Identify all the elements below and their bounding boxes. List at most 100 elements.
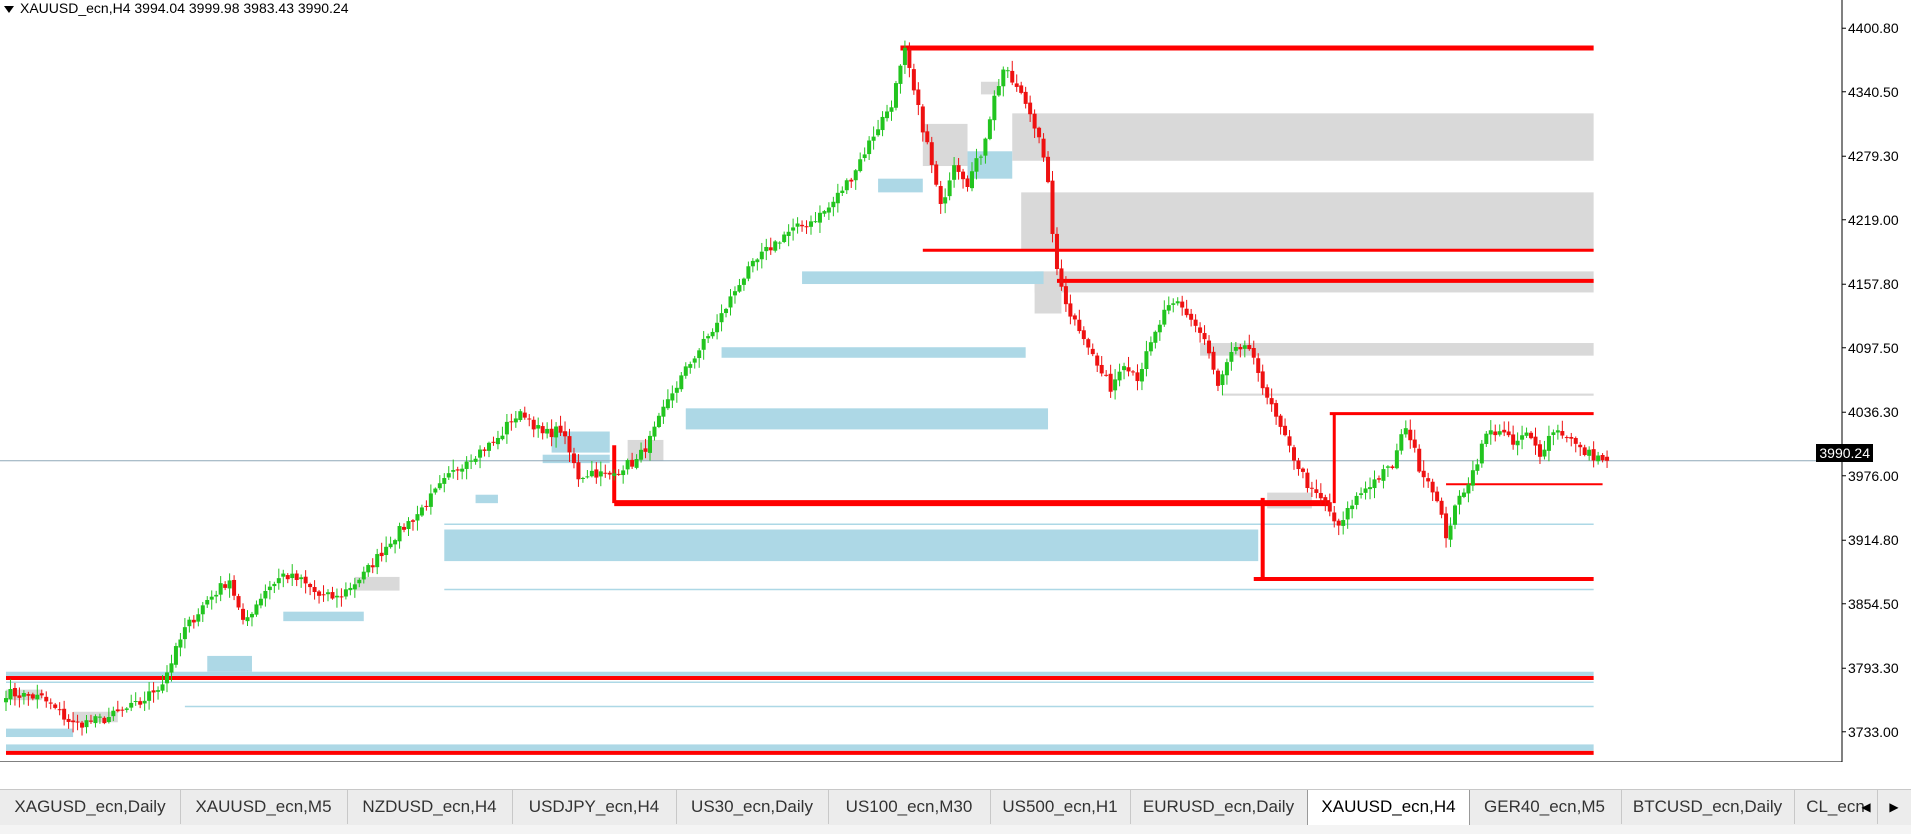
chart-tab[interactable]: EURUSD_ecn,Daily — [1130, 790, 1308, 824]
candle-body — [1099, 364, 1104, 374]
candle — [1439, 497, 1444, 519]
candle — [446, 466, 451, 481]
triangle-left-icon[interactable]: ◀ — [1861, 800, 1871, 814]
candle-body — [522, 412, 527, 418]
candle — [370, 558, 375, 574]
candle-body — [674, 387, 679, 393]
candle-body — [165, 672, 169, 684]
candle — [1520, 425, 1525, 450]
candle-body — [129, 702, 134, 708]
candle — [1368, 477, 1373, 500]
candle — [750, 258, 755, 273]
candle-body — [1399, 434, 1404, 451]
candle — [791, 218, 796, 241]
candle-body — [1515, 440, 1520, 446]
candle-body — [182, 627, 187, 640]
chart-tab[interactable]: NZDUSD_ecn,H4 — [347, 790, 513, 824]
candle-body — [911, 69, 916, 91]
candle — [44, 691, 49, 708]
candle — [1426, 472, 1431, 488]
supply-zone — [1222, 393, 1594, 396]
candle-body — [1488, 430, 1493, 435]
candle-body — [406, 521, 411, 529]
candle — [1193, 314, 1198, 333]
chart-tab[interactable]: US100_ecn,M30 — [828, 790, 991, 824]
candle-body — [124, 708, 129, 710]
chart-tab[interactable]: GER40_ecn,M5 — [1468, 790, 1622, 824]
candle — [1189, 308, 1194, 327]
candle — [1059, 259, 1064, 291]
candle — [616, 469, 621, 476]
candle-body — [30, 694, 35, 699]
candle-body — [1314, 489, 1319, 493]
candle-body — [1555, 430, 1560, 433]
candle — [1001, 66, 1006, 97]
candle — [867, 136, 872, 161]
dropdown-triangle-icon[interactable] — [4, 5, 14, 13]
candle — [366, 563, 371, 577]
candle-body — [576, 462, 581, 480]
candle-body — [1189, 313, 1194, 320]
candle-body — [826, 207, 831, 213]
candle-body — [1126, 367, 1131, 372]
candle — [621, 465, 626, 484]
candle — [1524, 427, 1529, 438]
candle-body — [1122, 366, 1127, 371]
candle — [835, 183, 840, 213]
candle — [1385, 465, 1390, 477]
candle — [491, 436, 496, 446]
candle — [1175, 297, 1180, 306]
candle — [1086, 337, 1091, 355]
chart-tab[interactable]: XAUUSD_ecn,M5 — [180, 790, 348, 824]
candle-body — [1153, 331, 1158, 343]
candle-body — [88, 720, 93, 722]
candle-body — [348, 587, 353, 591]
y-tick-label: 4279.30 — [1848, 148, 1899, 164]
candle — [428, 484, 433, 515]
chart-tab[interactable]: CL_ecn — [1794, 790, 1878, 824]
candle — [308, 582, 313, 596]
price-chart[interactable]: 4400.80 4340.50 4279.30 4219.00 4157.80 4097.… — [0, 0, 1911, 762]
candle — [106, 707, 111, 724]
candle — [504, 413, 509, 444]
demand-zone — [6, 744, 1594, 751]
y-tick-label: 4036.30 — [1848, 404, 1899, 420]
candle-body — [138, 701, 143, 705]
candle-body — [947, 180, 952, 197]
candle — [741, 277, 746, 291]
candle-body — [916, 89, 921, 106]
candle — [21, 690, 26, 705]
candle-body — [1113, 379, 1118, 391]
candle — [674, 381, 679, 403]
chart-tab[interactable]: BTCUSD_ecn,Daily — [1621, 790, 1795, 824]
candle-body — [630, 459, 635, 467]
candle — [795, 217, 800, 234]
triangle-right-icon[interactable]: ▶ — [1889, 800, 1899, 814]
chart-tab[interactable]: XAGUSD_ecn,Daily — [0, 790, 181, 824]
candle-body — [1296, 460, 1301, 470]
candle-body — [299, 577, 304, 580]
chart-tab[interactable]: USDJPY_ecn,H4 — [512, 790, 677, 824]
candle — [419, 504, 424, 517]
candle-body — [580, 477, 585, 479]
candle — [1596, 451, 1601, 465]
candle — [1502, 421, 1507, 437]
candle — [1202, 325, 1207, 345]
chart-tab[interactable]: XAUUSD_ecn,H4 — [1307, 790, 1470, 826]
candle — [817, 205, 822, 233]
candle — [1117, 363, 1122, 387]
demand-zone — [542, 454, 610, 464]
candle-body — [719, 313, 724, 323]
chart-area[interactable]: 4400.80 4340.50 4279.30 4219.00 4157.80 4097.… — [0, 0, 1911, 762]
candle-body — [1596, 455, 1601, 462]
candle-body — [57, 709, 62, 711]
candle-body — [589, 470, 594, 477]
candle — [554, 422, 559, 448]
chart-tab[interactable]: US500_ecn,H1 — [990, 790, 1131, 824]
candle-body — [692, 358, 697, 363]
supply-zone — [1021, 192, 1594, 251]
candle — [1537, 440, 1542, 465]
chart-tab[interactable]: US30_ecn,Daily — [676, 790, 829, 824]
candle — [1569, 432, 1574, 447]
candle — [478, 445, 483, 469]
